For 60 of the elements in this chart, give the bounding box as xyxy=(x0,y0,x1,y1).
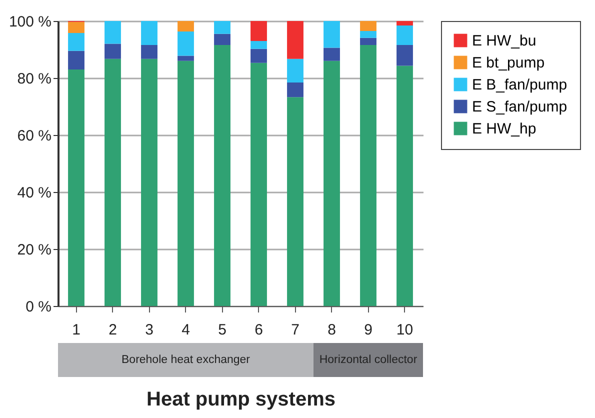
bar xyxy=(250,62,267,306)
bar xyxy=(214,21,230,34)
bar xyxy=(287,58,304,83)
bar xyxy=(178,21,194,32)
y-tick-label: 0 % xyxy=(26,298,52,316)
x-tick-label: 5 xyxy=(218,322,226,338)
bar xyxy=(287,21,304,59)
bar xyxy=(250,21,267,41)
bar xyxy=(141,44,158,59)
bar xyxy=(250,48,267,63)
y-tick-label: 80 % xyxy=(17,70,52,88)
bar xyxy=(104,21,121,44)
bar xyxy=(178,32,194,56)
y-tick-label: 40 % xyxy=(17,184,52,202)
bar xyxy=(68,22,84,33)
bar xyxy=(214,34,230,45)
x-tick-label: 4 xyxy=(182,322,190,338)
legend-label: E B_fan/pump xyxy=(472,76,568,94)
bar xyxy=(396,21,413,26)
bar xyxy=(396,66,413,306)
bar xyxy=(68,50,84,70)
bar xyxy=(141,21,158,45)
x-tick-label: 10 xyxy=(396,322,414,338)
bar xyxy=(104,58,121,306)
bar xyxy=(324,48,340,61)
bar xyxy=(360,44,376,306)
bar xyxy=(68,69,84,306)
bar xyxy=(287,97,304,306)
legend-label: E bt_pump xyxy=(472,54,545,72)
legend-label: E S_fan/pump xyxy=(472,98,568,116)
bar xyxy=(324,21,340,48)
bar xyxy=(287,82,304,98)
x-tick-label: 2 xyxy=(108,322,117,338)
legend-label: E HW_bu xyxy=(472,32,536,50)
bar xyxy=(396,44,413,66)
text: Horizontal collector xyxy=(319,354,418,366)
bar xyxy=(141,58,158,306)
x-tick-label: 3 xyxy=(145,322,154,338)
y-tick-label: 60 % xyxy=(17,128,52,144)
bar xyxy=(360,30,376,38)
bar xyxy=(178,56,194,61)
x-tick-label: 9 xyxy=(364,322,372,338)
y-tick-label: 100 % xyxy=(8,14,52,30)
bar xyxy=(178,60,194,306)
x-tick-label: 6 xyxy=(254,322,263,338)
x-axis-title: Heat pump systems xyxy=(146,388,336,410)
y-tick-label: 20 % xyxy=(17,242,52,258)
bar xyxy=(396,26,413,45)
bar xyxy=(360,21,376,31)
bar xyxy=(250,40,267,49)
legend-label: E HW_hp xyxy=(472,120,536,138)
x-tick-label: 7 xyxy=(291,322,300,338)
x-tick-label: 8 xyxy=(328,322,336,338)
x-tick-label: 1 xyxy=(72,322,80,338)
bar xyxy=(214,44,230,306)
bar xyxy=(360,38,376,45)
bar xyxy=(324,60,340,306)
text: Borehole heat exchanger xyxy=(121,354,250,366)
bar xyxy=(104,44,121,59)
bar xyxy=(68,32,84,51)
